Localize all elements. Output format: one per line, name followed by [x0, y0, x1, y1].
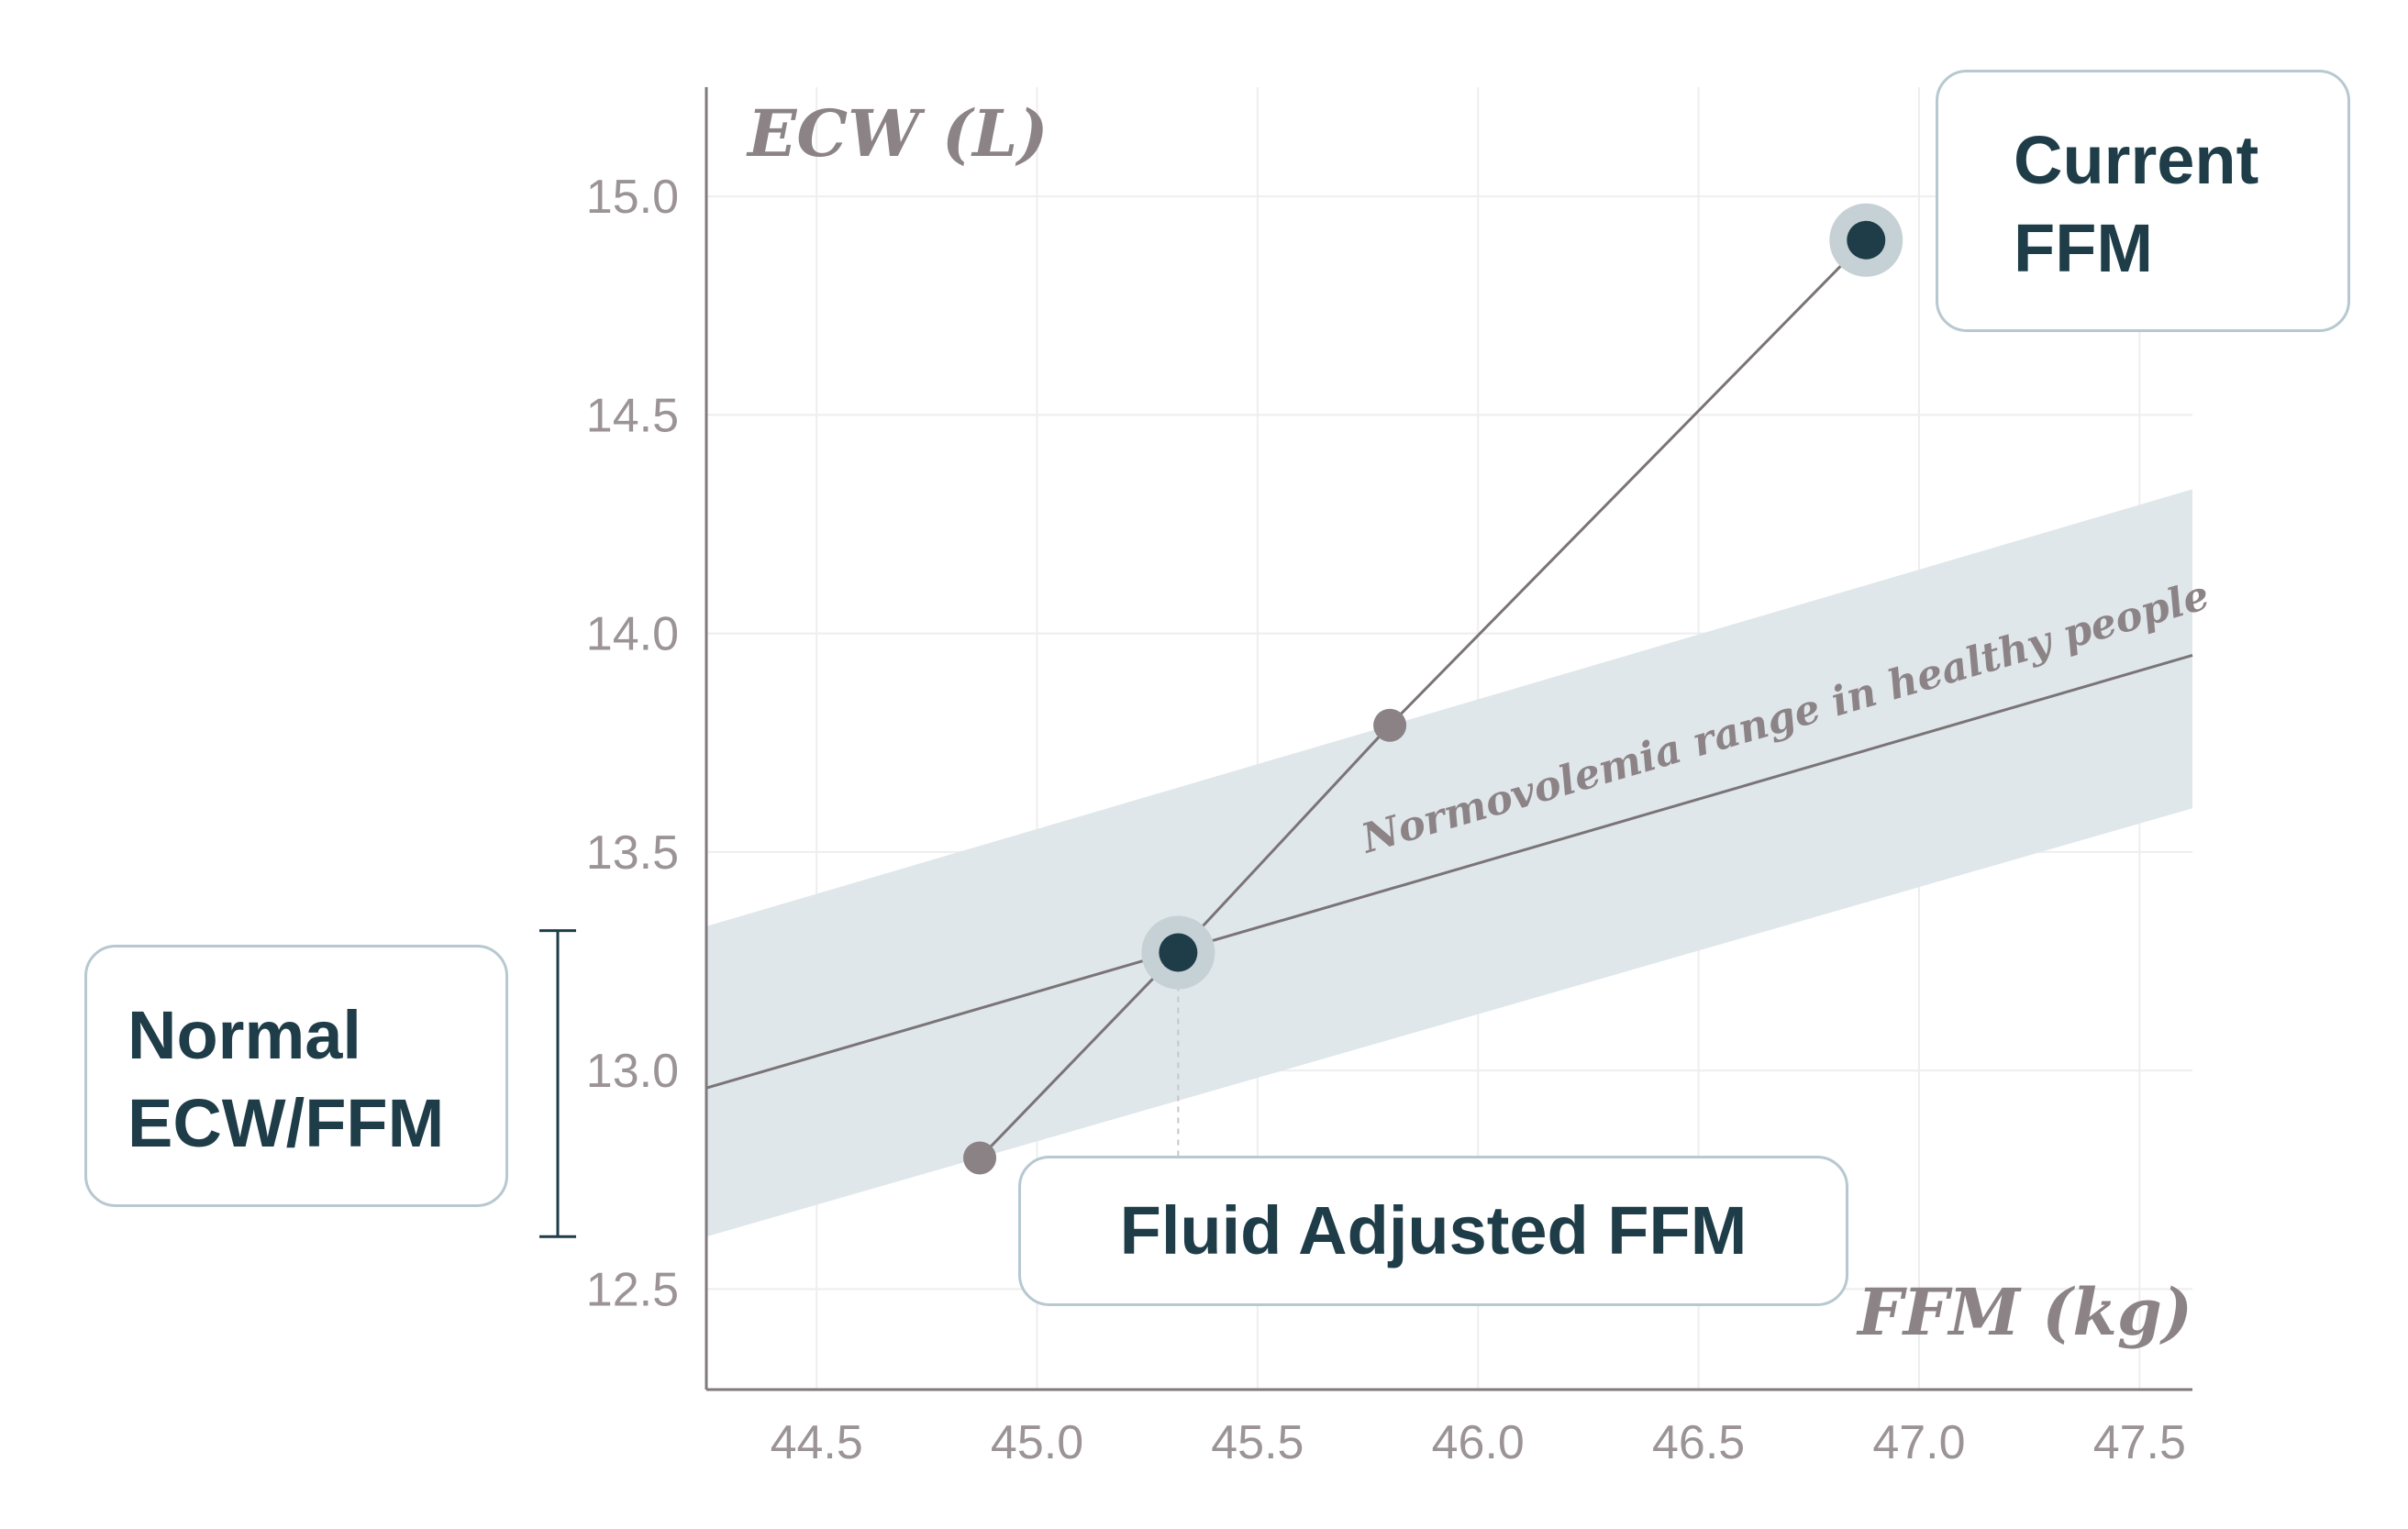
normovolemia-center-line — [705, 654, 2193, 1090]
callout-fluid-adjusted-ffm: Fluid Adjusted FFM — [1018, 1156, 1848, 1306]
y-tick-label: 13.5 — [586, 826, 679, 880]
callout-current-ffm: Current FFM — [1936, 70, 2350, 332]
data-point — [1373, 708, 1407, 742]
normovolemia-band-area — [706, 489, 2192, 1237]
normal-range-bracket — [539, 929, 576, 1238]
y-tick-label: 13.0 — [586, 1045, 679, 1098]
x-tick-label: 45.5 — [1211, 1416, 1304, 1469]
y-tick-label: 15.0 — [586, 171, 679, 224]
callout-current-line2: FFM — [2014, 210, 2154, 286]
callout-normal-ecw-ffm: Normal ECW/FFM — [84, 945, 508, 1207]
x-tick-label: 45.0 — [991, 1416, 1083, 1469]
x-tick-label: 44.5 — [771, 1416, 863, 1469]
y-tick-label: 14.0 — [586, 608, 679, 661]
axes — [705, 87, 2192, 1391]
x-axis-title: FFM (kg) — [1856, 1274, 2192, 1350]
callout-current-line1: Current — [2014, 122, 2259, 198]
x-tick-label: 46.0 — [1432, 1416, 1525, 1469]
ffm-path-line — [978, 238, 1868, 1159]
y-tick-label: 12.5 — [586, 1263, 679, 1316]
highlight-point — [1847, 220, 1886, 260]
callout-normal-line2: ECW/FFM — [128, 1085, 445, 1161]
normovolemia-band — [705, 489, 2193, 1237]
x-tick-label: 46.5 — [1652, 1416, 1745, 1469]
y-axis-title: ECW (L) — [746, 95, 1049, 172]
data-points — [963, 203, 1903, 1175]
callout-normal-line1: Normal — [128, 997, 361, 1073]
y-tick-label: 14.5 — [586, 389, 679, 442]
x-tick-label: 47.5 — [2093, 1416, 2186, 1469]
x-tick-label: 47.0 — [1872, 1416, 1965, 1469]
data-point — [963, 1141, 997, 1175]
highlight-point — [1159, 933, 1198, 972]
